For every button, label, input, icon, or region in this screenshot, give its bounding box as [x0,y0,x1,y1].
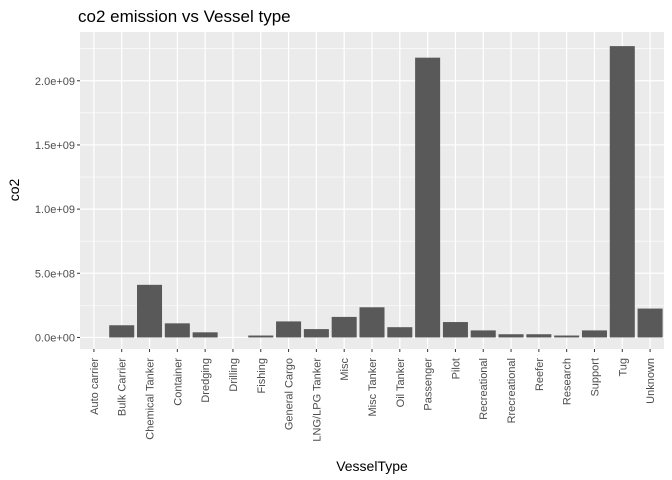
bar-reefer [526,334,552,338]
x-tick-label: Recreational [478,358,490,420]
x-tick-label: Research [562,358,574,405]
y-tick-label: 5.0e+08 [35,268,75,280]
x-tick-label: Dredging [200,358,212,403]
bar-chemical-tanker [137,284,163,338]
x-tick-label: Container [172,358,184,406]
x-tick-label: Drilling [228,358,240,392]
bars [109,46,663,338]
bar-misc [331,316,357,338]
bar-support [581,330,607,338]
y-tick-label: 1.0e+09 [35,204,75,216]
x-tick-label: Rrecreational [506,358,518,423]
x-tick-label: Auto carrier [89,358,101,415]
bar-misc-tanker [359,307,385,338]
bar-research [554,335,580,338]
x-tick-label: LNG/LPG Tanker [311,358,323,442]
bar-passenger [415,57,441,338]
bar-pilot [442,322,468,338]
y-tick-label: 1.5e+09 [35,140,75,152]
x-axis-label: VesselType [336,458,408,474]
x-tick-label: General Cargo [284,358,296,430]
x-tick-label: Bulk Carrier [117,358,129,416]
x-tick-label: Passenger [423,358,435,411]
x-tick-label: Fishing [256,358,268,393]
bar-fishing [248,335,274,338]
bar-recreational [470,330,496,338]
x-tick-label: Reefer [534,358,546,391]
x-tick-label: Misc Tanker [367,358,379,417]
bar-lng-lpg-tanker [303,329,329,338]
bar-general-cargo [276,321,302,338]
grid-lines [80,32,664,349]
bar-dredging [192,332,218,338]
bar-unknown [637,308,663,338]
x-tick-label: Tug [617,358,629,377]
y-axis-label: co2 [6,179,22,202]
x-tick-label: Oil Tanker [395,358,407,408]
bar-container [164,323,190,338]
x-tick-label: Unknown [645,358,657,404]
bar-oil-tanker [387,327,413,338]
bar-bulk-carrier [109,325,135,338]
x-tick-label: Chemical Tanker [145,358,157,440]
x-tick-label: Support [589,358,601,397]
chart-title: co2 emission vs Vessel type [78,7,291,26]
bar-rrecreational [498,334,524,338]
bar-tug [609,46,635,338]
y-axis-ticks: 0.0e+00 5.0e+08 1.0e+09 1.5e+09 2.0e+09 [35,76,80,344]
y-tick-label: 0.0e+00 [35,332,75,344]
x-tick-label: Misc [339,358,351,381]
y-tick-label: 2.0e+09 [35,76,75,88]
x-tick-label: Pilot [450,358,462,379]
x-axis-ticks: Auto carrier Bulk Carrier Chemical Tanker C… [89,349,657,442]
